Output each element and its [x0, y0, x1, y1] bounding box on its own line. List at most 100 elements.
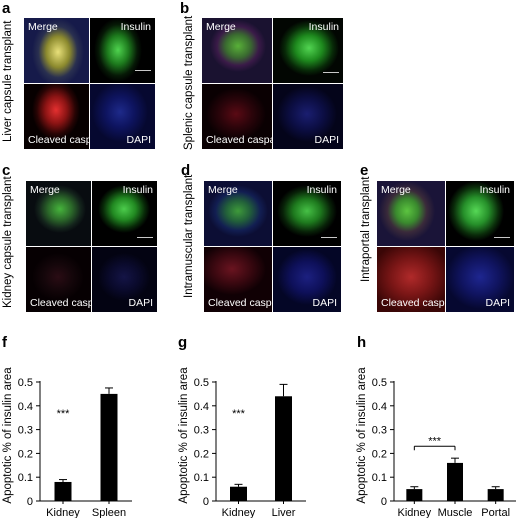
- panel-c-insulin-image: Insulin: [92, 181, 157, 246]
- significance-label: ***: [428, 435, 442, 447]
- bar: [54, 481, 72, 501]
- bar: [100, 393, 118, 501]
- bar: [230, 486, 247, 501]
- panel-d-merge-label: Merge: [208, 184, 238, 196]
- chart-f-svg: Apoptotic % of insulin area 0 0.1 0.2 0.3 0.4…: [2, 367, 132, 518]
- panel-e-dapi-label: DAPI: [485, 297, 510, 309]
- panel-a-scale-bar: [135, 70, 151, 71]
- x-category-label: Muscle: [438, 507, 473, 518]
- x-category-label: Spleen: [92, 507, 126, 518]
- panel-c-side-label: Kidney capsule transplant: [2, 176, 14, 308]
- x-category-label: Portal: [481, 507, 510, 518]
- panel-d-dapi-label: DAPI: [312, 297, 337, 309]
- panel-e-scale-bar: [494, 237, 510, 238]
- panel-d-insulin-label: Insulin: [306, 184, 337, 196]
- panel-c-dapi-label: DAPI: [128, 297, 153, 309]
- panel-a-merge-label: Merge: [28, 21, 58, 33]
- y-tick-label: 0.1: [194, 472, 209, 484]
- panel-e-insulin-label: Insulin: [479, 184, 510, 196]
- panel-a-caspase-image: Cleaved caspase-3: [24, 84, 89, 149]
- panel-c-dapi-image: DAPI: [92, 247, 157, 312]
- panel-a-side-label: Liver capsule transplant: [2, 20, 14, 142]
- y-tick-label: 0.5: [194, 377, 209, 389]
- panel-d-scale-bar: [321, 237, 337, 238]
- panel-b-insulin-label: Insulin: [308, 21, 339, 33]
- panel-c-merge-image: Merge: [26, 181, 91, 246]
- y-axis-title: Apoptotic % of insulin area: [2, 367, 14, 504]
- y-axis-title: Apoptotic % of insulin area: [356, 367, 368, 504]
- bar: [275, 396, 292, 501]
- bar: [406, 489, 423, 501]
- y-tick-label: 0.2: [18, 448, 33, 460]
- x-category-label: Kidney: [398, 507, 432, 518]
- y-tick-label: 0.1: [18, 472, 33, 484]
- panel-a-insulin-image: Insulin: [90, 18, 155, 83]
- chart-h: Apoptotic % of insulin area 0 0.1 0.2 0.3 0.4…: [354, 335, 518, 518]
- panel-letter-b: b: [180, 0, 190, 17]
- chart-h-svg: Apoptotic % of insulin area 0 0.1 0.2 0.3 0.4…: [356, 367, 516, 518]
- panel-c-merge-label: Merge: [30, 184, 60, 196]
- panel-b-dapi-image: DAPI: [273, 84, 343, 149]
- panel-letter-d: d: [181, 162, 191, 179]
- y-tick-label: 0: [203, 496, 209, 508]
- panel-e-side-label: Intraportal transplant: [360, 176, 372, 282]
- panel-letter-f: f: [2, 334, 7, 351]
- panel-c-caspase-image: Cleaved caspase-3: [26, 247, 91, 312]
- chart-g: Apoptotic % of insulin area 0 0.1 0.2 0.3 0.4…: [176, 335, 346, 518]
- panel-a-merge-image: Merge: [24, 18, 89, 83]
- y-tick-label: 0.4: [18, 401, 33, 413]
- panel-a-dapi-label: DAPI: [126, 134, 151, 146]
- panel-e-merge-image: Merge: [377, 181, 445, 246]
- y-tick-label: 0: [27, 496, 33, 508]
- panel-letter-a: a: [2, 0, 11, 17]
- x-category-label: Liver: [272, 507, 296, 518]
- significance-label: ***: [232, 408, 246, 420]
- panel-b-side-label: Splenic capsule transplant: [183, 15, 195, 150]
- y-tick-label: 0.2: [194, 448, 209, 460]
- panel-e-caspase-image: Cleaved caspase-3: [377, 247, 445, 312]
- panel-e-merge-label: Merge: [381, 184, 411, 196]
- panel-e-insulin-image: Insulin: [446, 181, 514, 246]
- panel-d-dapi-image: DAPI: [273, 247, 341, 312]
- panel-b-insulin-image: Insulin: [273, 18, 343, 83]
- y-tick-label: 0: [381, 496, 387, 508]
- significance-label: ***: [57, 408, 71, 420]
- panel-d-insulin-image: Insulin: [273, 181, 341, 246]
- y-tick-label: 0.1: [372, 472, 387, 484]
- panel-b-dapi-label: DAPI: [314, 134, 339, 146]
- bar: [447, 462, 463, 501]
- chart-f: Apoptotic % of insulin area 0 0.1 0.2 0.3 0.4…: [0, 335, 170, 518]
- y-tick-label: 0.5: [372, 377, 387, 389]
- panel-e-caspase-label: Cleaved caspase-3: [381, 297, 445, 309]
- panel-d-caspase-image: Cleaved caspase-3: [204, 247, 272, 312]
- y-tick-label: 0.2: [372, 448, 387, 460]
- panel-d-caspase-label: Cleaved caspase-3: [208, 297, 272, 309]
- x-category-label: Kidney: [46, 507, 80, 518]
- panel-d-side-label: Intramuscular transplant: [183, 174, 195, 298]
- y-axis-title: Apoptotic % of insulin area: [178, 367, 190, 504]
- panel-letter-g: g: [178, 334, 188, 351]
- panel-a-insulin-label: Insulin: [120, 21, 151, 33]
- panel-b-caspase-image: Cleaved caspase-3: [202, 84, 272, 149]
- panel-letter-e: e: [360, 162, 369, 179]
- panel-b-merge-image: Merge: [202, 18, 272, 83]
- panel-b-scale-bar: [323, 72, 339, 73]
- panel-a-dapi-image: DAPI: [90, 84, 155, 149]
- panel-d-merge-image: Merge: [204, 181, 272, 246]
- panel-letter-c: c: [2, 162, 11, 179]
- panel-letter-h: h: [357, 334, 367, 351]
- panel-b-caspase-label: Cleaved caspase-3: [206, 134, 272, 146]
- y-tick-label: 0.4: [372, 401, 387, 413]
- x-category-label: Kidney: [222, 507, 256, 518]
- y-tick-label: 0.3: [18, 425, 33, 437]
- panel-a-caspase-label: Cleaved caspase-3: [28, 134, 89, 146]
- y-tick-label: 0.3: [372, 425, 387, 437]
- y-tick-label: 0.3: [194, 425, 209, 437]
- bar: [487, 489, 504, 501]
- panel-c-insulin-label: Insulin: [122, 184, 153, 196]
- panel-b-merge-label: Merge: [206, 21, 236, 33]
- chart-g-svg: Apoptotic % of insulin area 0 0.1 0.2 0.3 0.4…: [178, 367, 306, 518]
- panel-c-caspase-label: Cleaved caspase-3: [30, 297, 91, 309]
- panel-c-scale-bar: [137, 237, 153, 238]
- y-tick-label: 0.5: [18, 377, 33, 389]
